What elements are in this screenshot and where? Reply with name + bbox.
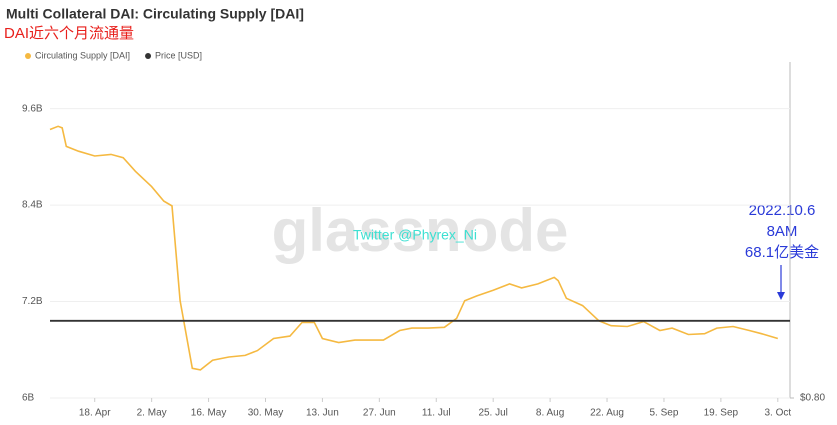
x-tick-label: 2. May — [137, 408, 167, 419]
annotation-arrowhead — [777, 292, 785, 300]
y-tick-label: 7.2B — [22, 296, 43, 307]
legend-label: Circulating Supply [DAI] — [35, 50, 130, 60]
y-tick-label: 9.6B — [22, 103, 43, 114]
x-tick-label: 19. Sep — [704, 408, 739, 419]
x-tick-label: 22. Aug — [590, 408, 624, 419]
series-line — [49, 125, 779, 371]
x-tick-label: 5. Sep — [649, 408, 678, 419]
y-tick-label: 6B — [22, 393, 35, 404]
watermark: glassnode — [272, 197, 569, 264]
legend-marker — [145, 53, 152, 59]
annotation: 2022.10.6 — [749, 202, 816, 219]
x-tick-label: 27. Jun — [363, 408, 396, 419]
legend-label: Price [USD] — [155, 50, 202, 60]
x-tick-label: 16. May — [191, 408, 227, 419]
annotation: 8AM — [767, 223, 798, 240]
x-tick-label: 25. Jul — [478, 408, 507, 419]
x-tick-label: 11. Jul — [422, 408, 451, 419]
x-tick-label: 30. May — [248, 408, 284, 419]
legend-marker — [25, 53, 31, 59]
x-tick-label: 8. Aug — [536, 408, 564, 419]
annotation: 68.1亿美金 — [745, 244, 819, 261]
chart-subtitle: DAI近六个月流通量 — [4, 25, 134, 42]
y-tick-label: 8.4B — [22, 200, 43, 211]
annotation: Twitter @Phyrex_Ni — [353, 227, 477, 243]
chart-title: Multi Collateral DAI: Circulating Supply… — [6, 6, 304, 22]
y2-tick-label: $0.80 — [800, 393, 825, 404]
x-tick-label: 3. Oct — [764, 408, 791, 419]
x-tick-label: 13. Jun — [306, 408, 339, 419]
x-tick-label: 18. Apr — [79, 408, 111, 419]
